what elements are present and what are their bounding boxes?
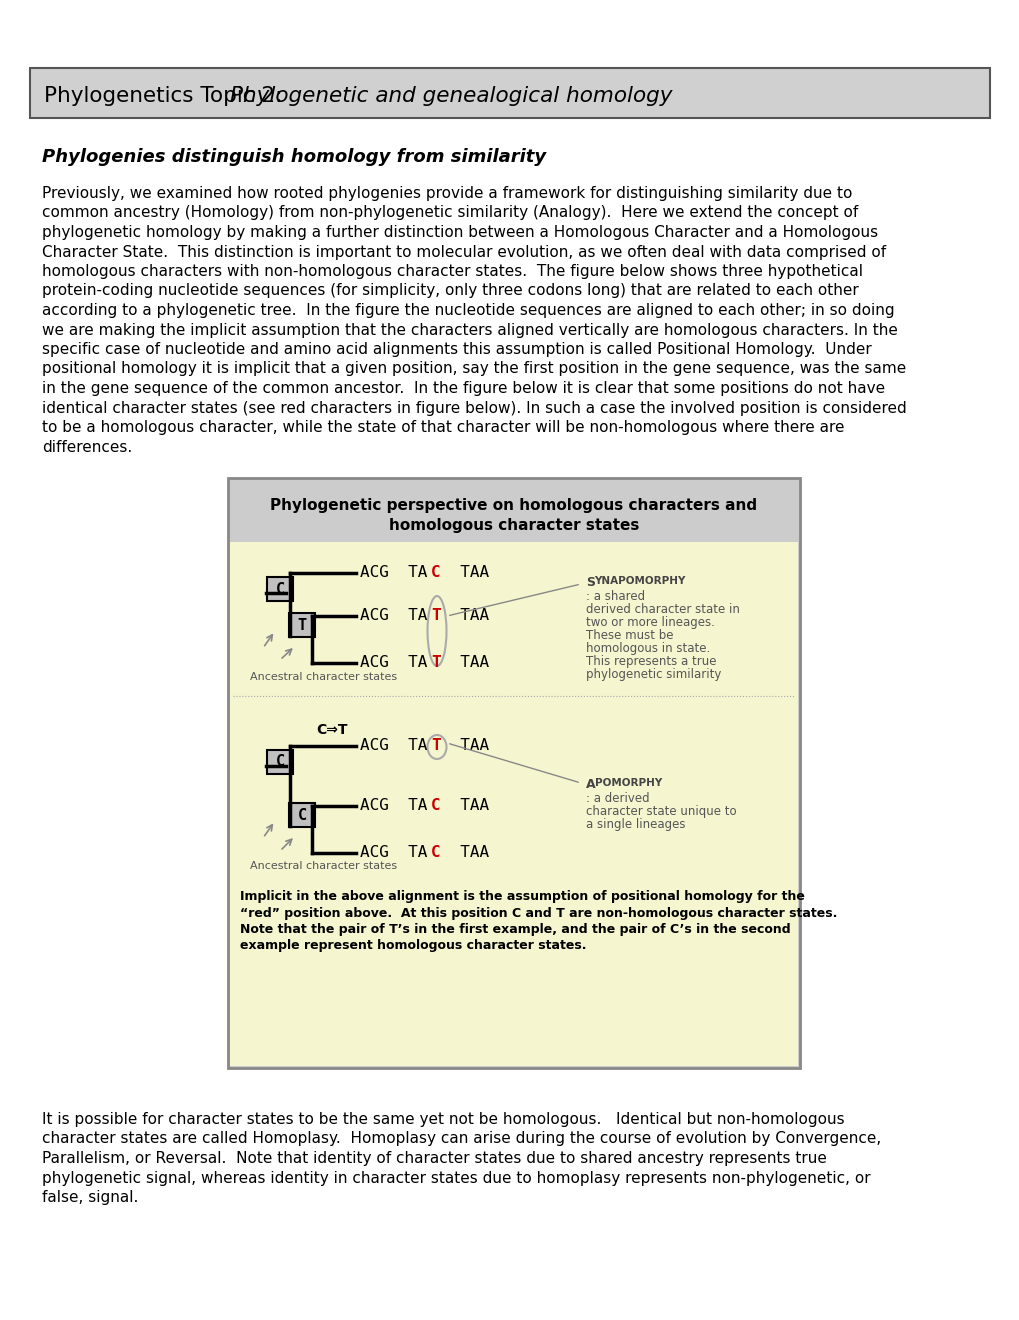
Text: ACG  TA: ACG TA	[360, 799, 427, 813]
FancyBboxPatch shape	[267, 577, 292, 601]
Text: TAA: TAA	[440, 565, 489, 579]
Text: phylogenetic homology by making a further distinction between a Homologous Chara: phylogenetic homology by making a furthe…	[42, 224, 877, 240]
Text: specific case of nucleotide and amino acid alignments this assumption is called : specific case of nucleotide and amino ac…	[42, 342, 871, 356]
Text: phylogenetic signal, whereas identity in character states due to homoplasy repre: phylogenetic signal, whereas identity in…	[42, 1171, 870, 1185]
Text: TAA: TAA	[440, 609, 489, 623]
Text: protein-coding nucleotide sequences (for simplicity, only three codons long) tha: protein-coding nucleotide sequences (for…	[42, 284, 858, 298]
FancyBboxPatch shape	[228, 478, 799, 1068]
Text: character state unique to: character state unique to	[586, 805, 736, 818]
Text: T: T	[431, 609, 440, 623]
Text: TAA: TAA	[440, 799, 489, 813]
Text: according to a phylogenetic tree.  In the figure the nucleotide sequences are al: according to a phylogenetic tree. In the…	[42, 304, 894, 318]
Text: T: T	[431, 655, 440, 671]
Text: Previously, we examined how rooted phylogenies provide a framework for distingui: Previously, we examined how rooted phylo…	[42, 186, 852, 201]
Text: S: S	[586, 576, 594, 589]
Text: C: C	[431, 565, 440, 579]
Text: example represent homologous character states.: example represent homologous character s…	[239, 940, 586, 953]
Text: Character State.  This distinction is important to molecular evolution, as we of: Character State. This distinction is imp…	[42, 244, 886, 260]
Text: Note that the pair of T’s in the first example, and the pair of C’s in the secon: Note that the pair of T’s in the first e…	[239, 923, 790, 936]
Text: derived character state in: derived character state in	[586, 603, 739, 616]
Text: YNAPOMORPHY: YNAPOMORPHY	[593, 576, 685, 586]
Text: Implicit in the above alignment is the assumption of positional homology for the: Implicit in the above alignment is the a…	[239, 890, 804, 903]
Text: ACG  TA: ACG TA	[360, 845, 427, 861]
Text: “red” position above.  At this position C and T are non-homologous character sta: “red” position above. At this position C…	[239, 907, 837, 920]
Text: POMORPHY: POMORPHY	[594, 777, 661, 788]
FancyBboxPatch shape	[30, 69, 989, 117]
Text: two or more lineages.: two or more lineages.	[586, 616, 714, 630]
Text: TAA: TAA	[440, 655, 489, 671]
Text: to be a homologous character, while the state of that character will be non-homo: to be a homologous character, while the …	[42, 420, 844, 436]
Text: in the gene sequence of the common ancestor.  In the figure below it is clear th: in the gene sequence of the common ances…	[42, 381, 884, 396]
Text: Phylogenetics Topic 2:: Phylogenetics Topic 2:	[44, 86, 296, 106]
Text: T: T	[298, 618, 307, 632]
Text: C: C	[275, 582, 284, 597]
Text: false, signal.: false, signal.	[42, 1191, 139, 1205]
Text: identical character states (see red characters in figure below). In such a case : identical character states (see red char…	[42, 400, 906, 416]
Text: Ancestral character states: Ancestral character states	[250, 672, 396, 682]
Text: ACG  TA: ACG TA	[360, 738, 427, 752]
Text: homologous in state.: homologous in state.	[586, 642, 709, 655]
Text: differences.: differences.	[42, 440, 132, 454]
Text: homologous character states: homologous character states	[388, 517, 639, 533]
Text: A: A	[586, 777, 595, 791]
Text: homologous characters with non-homologous character states.  The figure below sh: homologous characters with non-homologou…	[42, 264, 862, 279]
Text: C⇒T: C⇒T	[316, 723, 347, 737]
Text: character states are called Homoplasy.  Homoplasy can arise during the course of: character states are called Homoplasy. H…	[42, 1131, 880, 1147]
FancyBboxPatch shape	[288, 612, 315, 638]
Text: Phylogenies distinguish homology from similarity: Phylogenies distinguish homology from si…	[42, 148, 545, 166]
Text: Parallelism, or Reversal.  Note that identity of character states due to shared : Parallelism, or Reversal. Note that iden…	[42, 1151, 826, 1166]
Text: ACG  TA: ACG TA	[360, 609, 427, 623]
FancyBboxPatch shape	[267, 750, 292, 774]
Text: These must be: These must be	[586, 630, 673, 642]
Text: we are making the implicit assumption that the characters aligned vertically are: we are making the implicit assumption th…	[42, 322, 897, 338]
Text: C: C	[431, 799, 440, 813]
Text: a single lineages: a single lineages	[586, 818, 685, 832]
Text: C: C	[431, 845, 440, 861]
Text: C: C	[275, 755, 284, 770]
Text: ACG  TA: ACG TA	[360, 565, 427, 579]
Text: TAA: TAA	[440, 738, 489, 752]
Text: C: C	[298, 808, 307, 822]
Text: TAA: TAA	[440, 845, 489, 861]
Text: Phylogenetic and genealogical homology: Phylogenetic and genealogical homology	[229, 86, 672, 106]
Text: Ancestral character states: Ancestral character states	[250, 861, 396, 871]
Text: T: T	[431, 738, 440, 752]
Text: positional homology it is implicit that a given position, say the first position: positional homology it is implicit that …	[42, 362, 905, 376]
FancyBboxPatch shape	[229, 543, 797, 1067]
Text: phylogenetic similarity: phylogenetic similarity	[586, 668, 720, 681]
Text: : a shared: : a shared	[586, 590, 644, 603]
Text: Phylogenetic perspective on homologous characters and: Phylogenetic perspective on homologous c…	[270, 498, 757, 513]
Text: It is possible for character states to be the same yet not be homologous.   Iden: It is possible for character states to b…	[42, 1111, 844, 1127]
Text: This represents a true: This represents a true	[586, 655, 715, 668]
Text: ACG  TA: ACG TA	[360, 655, 427, 671]
FancyBboxPatch shape	[288, 803, 315, 828]
Text: : a derived: : a derived	[586, 792, 649, 805]
Text: common ancestry (Homology) from non-phylogenetic similarity (Analogy).  Here we : common ancestry (Homology) from non-phyl…	[42, 206, 857, 220]
